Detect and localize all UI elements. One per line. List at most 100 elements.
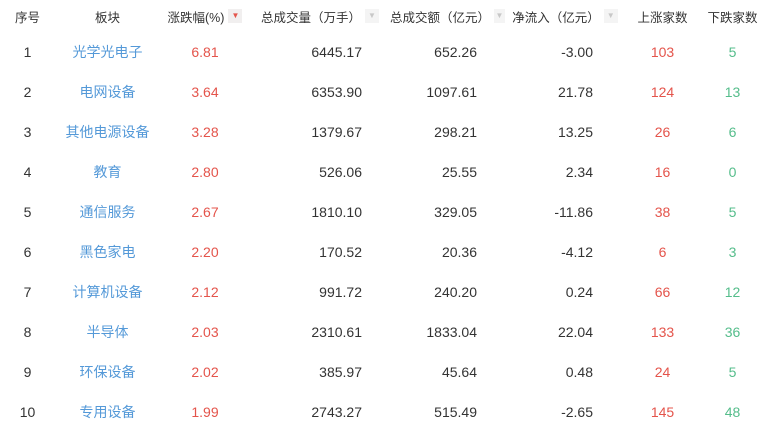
- cell-turnover: 240.20: [434, 284, 477, 300]
- cell-net-inflow: -11.86: [554, 204, 593, 220]
- cell-turnover: 298.21: [434, 124, 477, 140]
- cell-index: 10: [19, 404, 36, 420]
- sector-link[interactable]: 光学光电子: [72, 44, 143, 60]
- column-header-change[interactable]: 涨跌幅(%) ▼: [160, 7, 250, 26]
- cell-up-count: 124: [650, 84, 675, 100]
- column-header-net-inflow[interactable]: 净流入（亿元） ▼: [505, 7, 625, 26]
- cell-turnover: 1833.04: [426, 324, 477, 340]
- column-header-label: 下跌家数: [707, 10, 758, 25]
- cell-turnover: 25.55: [441, 164, 477, 180]
- cell-volume: 1810.10: [311, 204, 362, 220]
- cell-down-count: 12: [724, 284, 741, 300]
- cell-turnover: 1097.61: [426, 84, 477, 100]
- table-body: 1 光学光电子 6.81 6445.17 652.26 -3.00 103 5 2 电网设备 3.6…: [0, 32, 765, 432]
- cell-volume: 526.06: [319, 164, 362, 180]
- table-row: 6 黑色家电 2.20 170.52 20.36 -4.12 6 3: [0, 232, 765, 272]
- cell-turnover: 652.26: [434, 44, 477, 60]
- column-header-label: 序号: [14, 10, 40, 25]
- cell-down-count: 5: [728, 204, 737, 220]
- sort-desc-icon[interactable]: ▼: [603, 9, 618, 23]
- table-row: 10 专用设备 1.99 2743.27 515.49 -2.65 145 48: [0, 392, 765, 432]
- cell-change-pct: 2.67: [191, 204, 219, 220]
- cell-turnover: 329.05: [434, 204, 477, 220]
- column-header-sector: 板块: [55, 7, 160, 26]
- cell-down-count: 48: [724, 404, 741, 420]
- cell-volume: 6445.17: [311, 44, 362, 60]
- table-row: 8 半导体 2.03 2310.61 1833.04 22.04 133 36: [0, 312, 765, 352]
- cell-volume: 170.52: [319, 244, 362, 260]
- cell-up-count: 145: [650, 404, 675, 420]
- cell-change-pct: 2.80: [191, 164, 219, 180]
- column-header-label: 板块: [94, 10, 120, 25]
- cell-volume: 385.97: [319, 364, 362, 380]
- cell-change-pct: 6.81: [191, 44, 219, 60]
- table-row: 4 教育 2.80 526.06 25.55 2.34 16 0: [0, 152, 765, 192]
- column-header-label: 总成交量（万手）: [260, 10, 361, 25]
- cell-volume: 991.72: [319, 284, 362, 300]
- cell-down-count: 5: [728, 44, 737, 60]
- cell-net-inflow: -2.65: [561, 404, 593, 420]
- table-row: 9 环保设备 2.02 385.97 45.64 0.48 24 5: [0, 352, 765, 392]
- table-row: 1 光学光电子 6.81 6445.17 652.26 -3.00 103 5: [0, 32, 765, 72]
- column-header-label: 总成交额（亿元）: [390, 10, 491, 25]
- sector-link[interactable]: 其他电源设备: [65, 124, 150, 140]
- cell-up-count: 6: [658, 244, 667, 260]
- cell-index: 1: [23, 44, 32, 60]
- cell-down-count: 0: [728, 164, 737, 180]
- cell-net-inflow: 22.04: [557, 324, 593, 340]
- table-header: 序号 板块 涨跌幅(%) ▼ 总成交量（万手） ▼ 总成交额（亿元） ▼ 净流入（亿元） ▼ 上涨家…: [0, 0, 765, 32]
- cell-volume: 1379.67: [311, 124, 362, 140]
- sort-desc-icon[interactable]: ▼: [494, 9, 505, 23]
- sector-link[interactable]: 半导体: [86, 324, 129, 340]
- cell-up-count: 26: [654, 124, 671, 140]
- cell-up-count: 16: [654, 164, 671, 180]
- table-row: 3 其他电源设备 3.28 1379.67 298.21 13.25 26 6: [0, 112, 765, 152]
- cell-net-inflow: 0.24: [565, 284, 593, 300]
- cell-down-count: 36: [724, 324, 741, 340]
- cell-index: 9: [23, 364, 32, 380]
- cell-up-count: 103: [650, 44, 675, 60]
- cell-down-count: 5: [728, 364, 737, 380]
- sector-link[interactable]: 电网设备: [79, 84, 136, 100]
- cell-change-pct: 2.02: [191, 364, 219, 380]
- sector-link[interactable]: 教育: [93, 164, 122, 180]
- column-header-volume[interactable]: 总成交量（万手） ▼: [250, 7, 390, 26]
- cell-change-pct: 2.12: [191, 284, 219, 300]
- cell-up-count: 133: [650, 324, 675, 340]
- cell-index: 5: [23, 204, 32, 220]
- sort-desc-icon[interactable]: ▼: [365, 9, 379, 23]
- cell-turnover: 515.49: [434, 404, 477, 420]
- sector-link[interactable]: 通信服务: [79, 204, 136, 220]
- cell-volume: 6353.90: [311, 84, 362, 100]
- sector-link[interactable]: 专用设备: [79, 404, 136, 420]
- sector-link[interactable]: 环保设备: [79, 364, 136, 380]
- cell-index: 8: [23, 324, 32, 340]
- sort-desc-active-icon[interactable]: ▼: [228, 9, 243, 23]
- cell-up-count: 66: [654, 284, 671, 300]
- cell-down-count: 3: [728, 244, 737, 260]
- cell-up-count: 38: [654, 204, 671, 220]
- sector-link[interactable]: 计算机设备: [72, 284, 143, 300]
- cell-index: 3: [23, 124, 32, 140]
- column-header-index: 序号: [0, 7, 55, 26]
- cell-net-inflow: 13.25: [557, 124, 593, 140]
- column-header-label: 净流入（亿元）: [512, 10, 600, 25]
- table-row: 5 通信服务 2.67 1810.10 329.05 -11.86 38 5: [0, 192, 765, 232]
- cell-net-inflow: 2.34: [565, 164, 593, 180]
- cell-change-pct: 1.99: [191, 404, 219, 420]
- cell-change-pct: 3.64: [191, 84, 219, 100]
- cell-change-pct: 3.28: [191, 124, 219, 140]
- cell-volume: 2310.61: [311, 324, 362, 340]
- cell-turnover: 45.64: [441, 364, 477, 380]
- cell-down-count: 13: [724, 84, 741, 100]
- cell-change-pct: 2.20: [191, 244, 219, 260]
- column-header-label: 上涨家数: [637, 10, 688, 25]
- cell-change-pct: 2.03: [191, 324, 219, 340]
- cell-net-inflow: 0.48: [565, 364, 593, 380]
- column-header-turnover[interactable]: 总成交额（亿元） ▼: [390, 7, 505, 26]
- cell-down-count: 6: [728, 124, 737, 140]
- column-header-up-count: 上涨家数: [625, 7, 700, 26]
- column-header-down-count: 下跌家数: [700, 7, 765, 26]
- sector-link[interactable]: 黑色家电: [79, 244, 136, 260]
